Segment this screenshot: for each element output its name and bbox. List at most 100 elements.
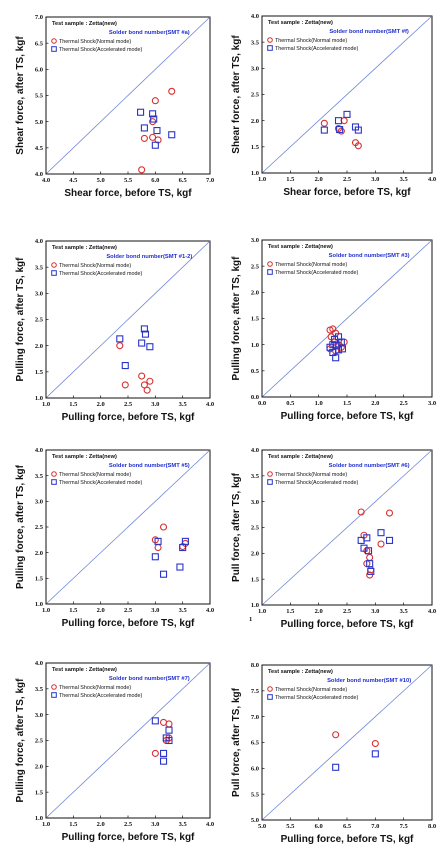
y-axis-label: Pull force, after TS, kgf [231, 687, 242, 797]
x-tick-label: 4.0 [428, 176, 436, 183]
data-point-accelerated [377, 529, 385, 537]
data-point-normal [385, 509, 394, 517]
y-axis-label: Pull force, after TS, kgf [231, 472, 242, 582]
y-tick-label: 3.5 [35, 686, 44, 693]
y-tick-label: 6.0 [35, 67, 43, 74]
data-point-accelerated [150, 115, 158, 123]
x-tick-label: 5.5 [286, 823, 295, 830]
y-tick-label: 5.0 [35, 119, 43, 126]
legend-marker-normal [51, 262, 57, 268]
x-tick-label: 4.0 [206, 607, 214, 614]
y-tick-label: 3.5 [35, 473, 44, 480]
x-tick-label: 8.0 [428, 823, 436, 830]
x-axis-label: Pulling force, before TS, kgf [62, 618, 195, 629]
test-sample-label: Test sample : Zetta(new) [52, 454, 117, 460]
y-tick-label: 7.0 [251, 714, 259, 721]
data-point-accelerated [371, 750, 379, 758]
data-point-accelerated [364, 547, 373, 555]
data-point-normal [146, 377, 154, 385]
data-point-accelerated [332, 354, 340, 362]
data-point-accelerated [151, 141, 159, 149]
data-point-normal [320, 119, 328, 127]
legend-label: Thermal Shock(Normal mode) [275, 38, 347, 44]
y-tick-label: 4.0 [35, 171, 43, 178]
diagonal-line [261, 15, 433, 174]
legend-label: Thermal Shock(Accelerated mode) [59, 47, 142, 53]
legend-marker-accelerated [51, 479, 57, 485]
data-point-normal [138, 372, 146, 380]
x-tick-label: 1.5 [343, 400, 352, 407]
chart-panel-5: 1.0 1.5 2.0 2.5 3.0 3.5 4.0 1.0 1.5 2.0 2.5 3.0 3.5 4… [15, 447, 214, 629]
x-axis-label: Pulling force, before TS, kgf [281, 619, 414, 630]
y-axis-label: Shear force, after TS, kgf [15, 36, 26, 155]
data-point-accelerated [332, 763, 340, 771]
diagonal-line [261, 449, 433, 606]
y-tick-label: 2.0 [251, 551, 259, 558]
test-sample-label: Test sample : Zetta(new) [268, 244, 333, 250]
y-tick-label: 7.0 [35, 14, 43, 21]
x-axis-label: Pulling force, before TS, kgf [62, 832, 195, 843]
x-tick-label: 1.5 [69, 821, 78, 828]
y-tick-label: 2.5 [35, 524, 44, 531]
y-tick-label: 1.5 [35, 369, 44, 376]
data-point-normal [377, 540, 385, 548]
diagonal-line [261, 664, 433, 821]
legend-marker-normal [267, 686, 273, 692]
test-sample-label: Test sample : Zetta(new) [268, 20, 333, 26]
y-tick-label: 4.0 [251, 447, 259, 454]
legend-marker-normal [51, 684, 57, 690]
diagonal-line [45, 662, 211, 819]
x-tick-label: 1.0 [42, 821, 50, 828]
data-point-accelerated [176, 563, 184, 571]
x-tick-label: 0.5 [286, 400, 295, 407]
y-tick-label: 3.0 [35, 499, 43, 506]
chart-subtitle: Solder bond number(SMT #5) [109, 463, 190, 469]
y-tick-label: 2.0 [35, 764, 43, 771]
data-point-accelerated [363, 534, 371, 542]
y-tick-label: 2.5 [251, 525, 260, 532]
data-point-accelerated [320, 126, 328, 134]
chart-panel-2: 1.0 1.5 2.0 2.5 3.0 3.5 4.0 1.0 1.5 2.0 2.5 3.0 3.5 4… [231, 13, 436, 198]
y-tick-label: 5.5 [251, 791, 260, 798]
chart-panel-1: 4.0 4.5 5.0 5.5 6.0 6.5 7.0 4.0 4.5 5.0 5.5 6.0 6.5 7… [15, 14, 214, 199]
legend-marker-normal [51, 471, 57, 477]
legend-marker-accelerated [51, 270, 57, 276]
y-tick-label: 0.0 [251, 394, 259, 401]
data-point-accelerated [334, 117, 343, 125]
data-point-normal [168, 87, 176, 95]
data-point-normal [371, 739, 379, 748]
data-point-accelerated [154, 537, 162, 545]
legend-label: Thermal Shock(Normal mode) [275, 687, 347, 693]
x-tick-label: 1.5 [69, 607, 78, 614]
x-tick-label: 3.5 [179, 401, 188, 408]
y-tick-label: 1.5 [35, 576, 44, 583]
y-tick-label: 1.5 [251, 144, 260, 151]
data-point-accelerated [153, 127, 161, 135]
y-tick-label: 2.5 [35, 317, 44, 324]
y-tick-label: 1.5 [35, 789, 44, 796]
y-tick-label: 2.0 [35, 550, 43, 557]
legend-marker-accelerated [51, 46, 57, 52]
legend-label: Thermal Shock(Accelerated mode) [275, 695, 358, 701]
data-point-accelerated [337, 338, 345, 346]
test-sample-label: Test sample : Zetta(new) [52, 667, 117, 673]
data-point-accelerated [367, 567, 375, 575]
x-tick-label: 3.5 [400, 608, 409, 615]
x-tick-label: 1.0 [315, 400, 323, 407]
data-point-normal [151, 749, 159, 757]
x-axis-label: Pulling force, before TS, kgf [281, 411, 414, 422]
y-tick-label: 3.0 [251, 237, 259, 244]
data-point-accelerated [159, 570, 168, 578]
x-tick-label: 1.0 [42, 401, 50, 408]
x-tick-label: 1.5 [69, 401, 78, 408]
x-tick-label: 2.5 [124, 607, 133, 614]
y-tick-label: 4.5 [35, 145, 44, 152]
x-tick-label: 4.5 [69, 177, 78, 184]
y-axis-label: Pulling force, after TS, kgf [231, 256, 242, 381]
x-axis-label: Pulling force, before TS, kgf [62, 412, 195, 423]
data-point-accelerated [146, 343, 154, 351]
y-tick-label: 1.0 [35, 395, 43, 402]
x-tick-label: 6.0 [151, 177, 159, 184]
y-tick-label: 3.0 [251, 66, 259, 73]
x-axis-label: Shear force, before TS, kgf [64, 188, 192, 199]
